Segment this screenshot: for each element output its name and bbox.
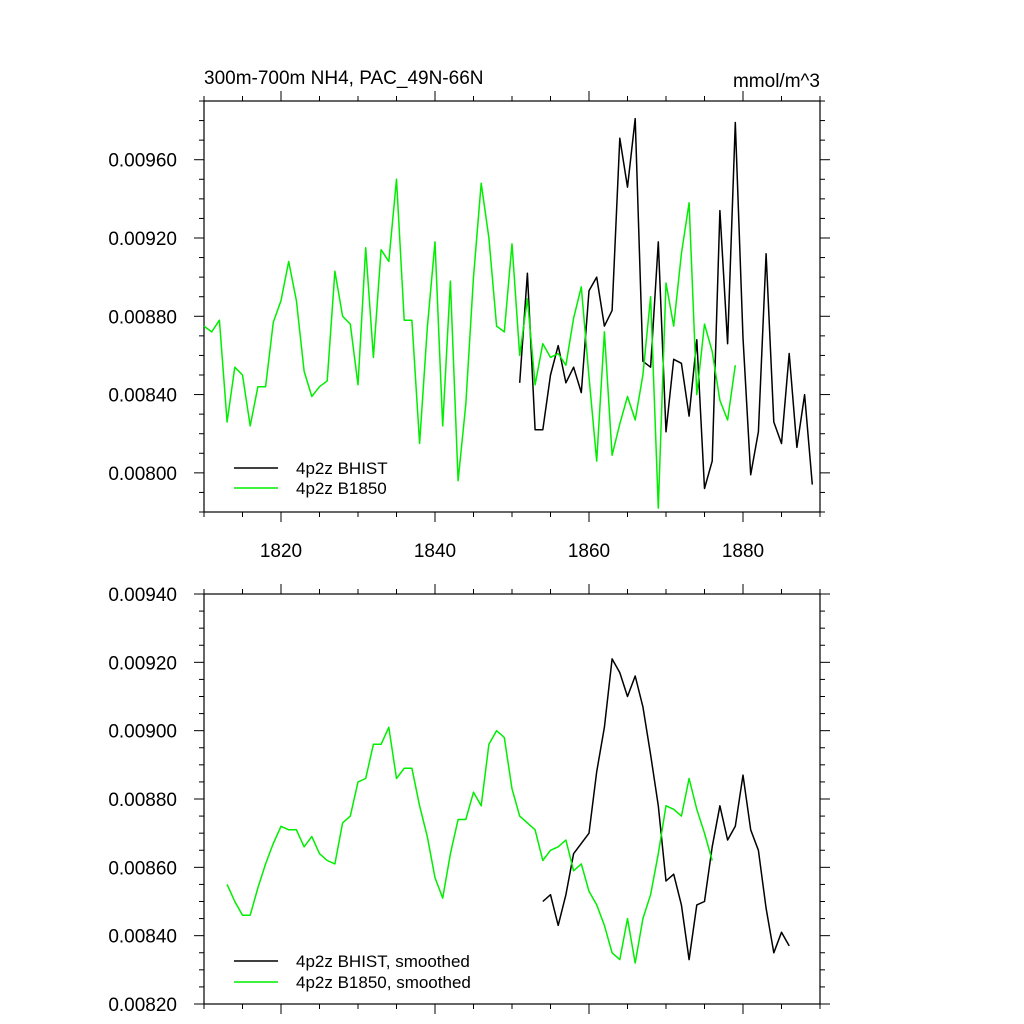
y-tick-label: 0.00880 (108, 307, 177, 328)
units-label: mmol/m^3 (733, 71, 820, 92)
legend-label: 4p2z BHIST (296, 459, 388, 478)
y-tick-label: 0.00820 (108, 995, 177, 1016)
x-tick-label: 1880 (722, 541, 764, 562)
y-tick-label: 0.00920 (108, 653, 177, 674)
legend-label: 4p2z B1850, smoothed (296, 973, 471, 992)
x-tick-label: 1820 (260, 541, 302, 562)
y-tick-label: 0.00840 (108, 386, 177, 407)
y-tick-label: 0.00960 (108, 151, 177, 172)
y-tick-label: 0.00860 (108, 858, 177, 879)
series-line-bhist (518, 117, 814, 490)
x-tick-label: 1860 (568, 541, 610, 562)
chart-title: 300m-700m NH4, PAC_49N-66N (204, 68, 484, 89)
legend-label: 4p2z B1850 (296, 479, 387, 498)
series-line-b1850 (226, 726, 713, 964)
series-line-b1850 (203, 178, 737, 509)
plot-frame-2 (203, 593, 821, 1005)
y-tick-label: 0.00880 (108, 790, 177, 811)
y-tick-label: 0.00940 (108, 585, 177, 606)
y-tick-label: 0.00840 (108, 927, 177, 948)
x-tick-label: 1840 (414, 541, 456, 562)
y-tick-label: 0.00920 (108, 229, 177, 250)
series-line-bhist (542, 658, 790, 961)
y-tick-label: 0.00800 (108, 464, 177, 485)
y-tick-label: 0.00900 (108, 722, 177, 743)
legend-label: 4p2z BHIST, smoothed (296, 952, 470, 971)
